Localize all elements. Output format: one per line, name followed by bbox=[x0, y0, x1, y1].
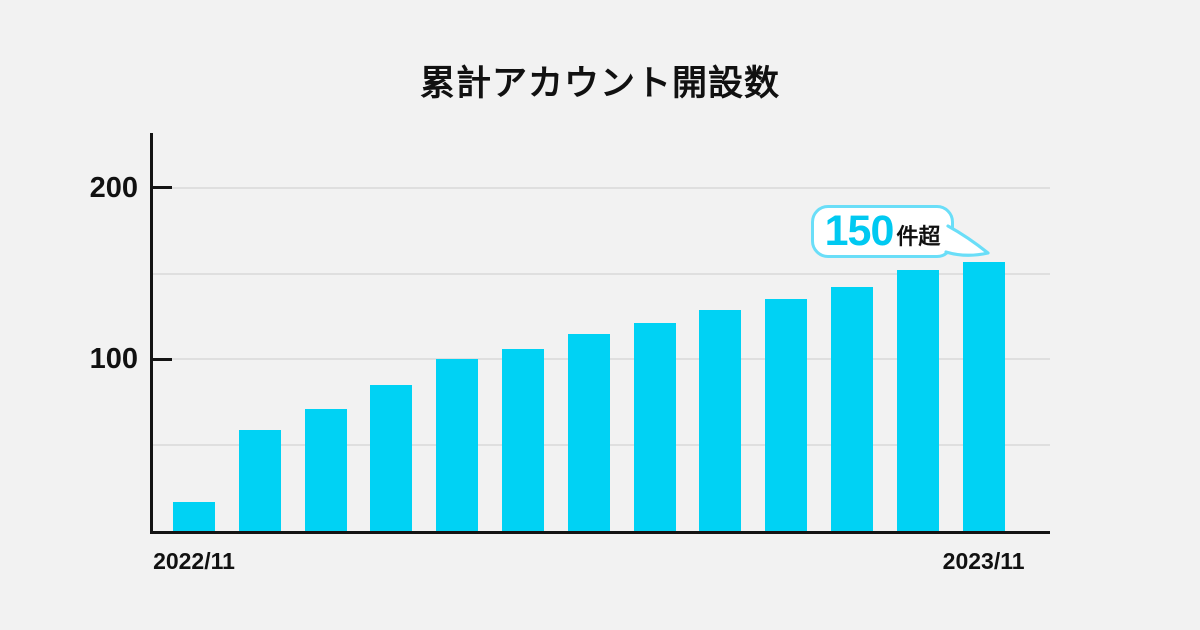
bar-2022/11 bbox=[173, 501, 215, 531]
bar-2023/09 bbox=[831, 287, 873, 531]
callout-bubble: 150 件超 bbox=[811, 205, 954, 258]
x-axis-label-2023/11: 2023/11 bbox=[942, 548, 1025, 574]
gridline-150 bbox=[153, 272, 1050, 275]
bar-2023/04 bbox=[502, 349, 544, 531]
callout-suffix: 件超 bbox=[896, 223, 941, 249]
bar-2023/08 bbox=[765, 299, 808, 531]
chart-title: 累計アカウント開設数 bbox=[419, 64, 780, 103]
bar-2023/01 bbox=[304, 409, 347, 531]
gridline-200 bbox=[153, 186, 1050, 189]
bar-2023/02 bbox=[370, 385, 413, 531]
bar-2023/10 bbox=[896, 270, 939, 531]
bar-2023/06 bbox=[633, 323, 676, 531]
bar-2023/11 bbox=[962, 261, 1005, 531]
bar-2023/05 bbox=[567, 333, 610, 531]
bar-2023/03 bbox=[436, 359, 479, 531]
y-axis-label-200: 200 bbox=[89, 171, 138, 204]
x-axis-label-2022/11: 2022/11 bbox=[153, 548, 235, 574]
bar-2022/12 bbox=[238, 429, 281, 531]
callout-tail-icon bbox=[944, 224, 990, 257]
callout-number: 150 bbox=[824, 207, 895, 255]
y-tick-100 bbox=[153, 357, 172, 361]
y-tick-200 bbox=[153, 186, 172, 190]
plot-area bbox=[150, 133, 1050, 534]
y-axis-label-100: 100 bbox=[89, 343, 138, 376]
bar-2023/07 bbox=[699, 309, 742, 531]
